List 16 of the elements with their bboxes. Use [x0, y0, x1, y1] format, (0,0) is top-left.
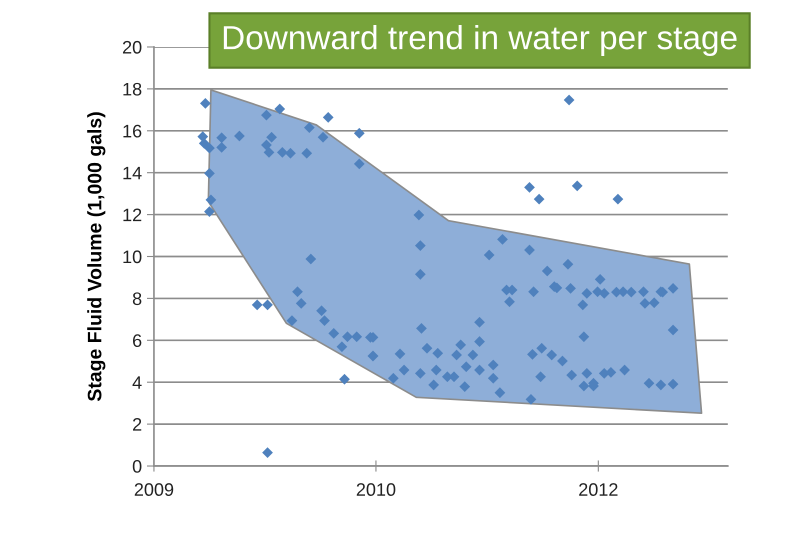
chart-title: Downward trend in water per stage	[224, 24, 737, 56]
y-tick-label: 20	[122, 40, 142, 54]
y-tick-label: 14	[123, 166, 142, 180]
y-tick-label: 6	[133, 334, 142, 348]
y-tick-label: 0	[132, 460, 142, 473]
y-tick-label: 10	[123, 250, 142, 264]
y-tick-label: 16	[123, 124, 142, 138]
x-tick-label: 2009	[134, 483, 174, 496]
y-axis-title: Stage Fluid Volume (1,000 gals)	[87, 112, 106, 402]
y-tick-label: 2	[133, 418, 142, 431]
y-tick-label: 18	[123, 82, 142, 96]
y-tick-label: 12	[123, 208, 142, 222]
x-tick-label: 2010	[356, 483, 396, 496]
x-tick-label: 2012	[579, 483, 618, 496]
y-tick-label: 8	[132, 292, 142, 306]
y-tick-label: 4	[132, 376, 142, 389]
